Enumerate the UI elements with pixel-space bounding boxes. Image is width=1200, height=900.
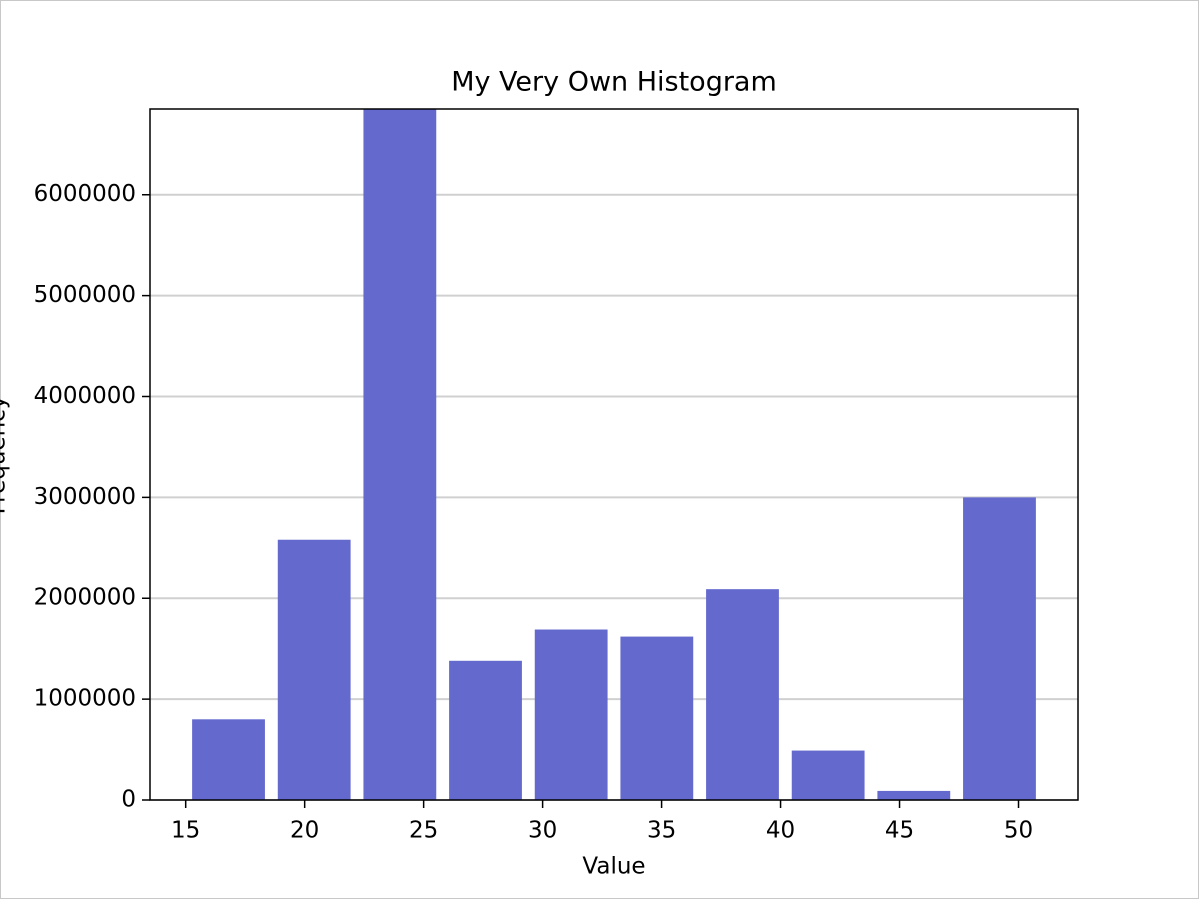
ticks: 0 1000000 2000000 3000000 4000000 5000000 6000… [34,181,1034,843]
x-tick-label: 50 [1004,818,1033,844]
x-tick-label: 35 [647,818,676,844]
x-tick-label: 20 [290,818,319,844]
y-tick-label: 1000000 [34,686,136,712]
y-axis-label: Frequency [0,396,11,515]
bars [192,109,1036,800]
x-tick-label: 30 [528,818,557,844]
y-tick-label: 0 [121,787,136,813]
bar [620,636,694,800]
bar [449,660,522,800]
y-tick-label: 6000000 [34,181,136,207]
x-tick-label: 45 [885,818,914,844]
chart-title: My Very Own Histogram [451,67,777,98]
bar [277,539,351,800]
y-tick-label: 4000000 [34,383,136,409]
plot-frame [149,108,1079,801]
bar [534,629,608,800]
bar [791,750,865,800]
x-axis-label: Value [582,854,645,880]
bar [192,719,265,800]
x-tick-label: 25 [409,818,438,844]
bar [706,589,779,800]
x-tick-label: 15 [171,818,200,844]
bar [963,497,1036,800]
y-tick-label: 5000000 [34,282,136,308]
bar [877,790,951,800]
x-tick-label: 40 [766,818,795,844]
y-tick-label: 2000000 [34,585,136,611]
y-tick-label: 3000000 [34,484,136,510]
bar [363,109,437,800]
